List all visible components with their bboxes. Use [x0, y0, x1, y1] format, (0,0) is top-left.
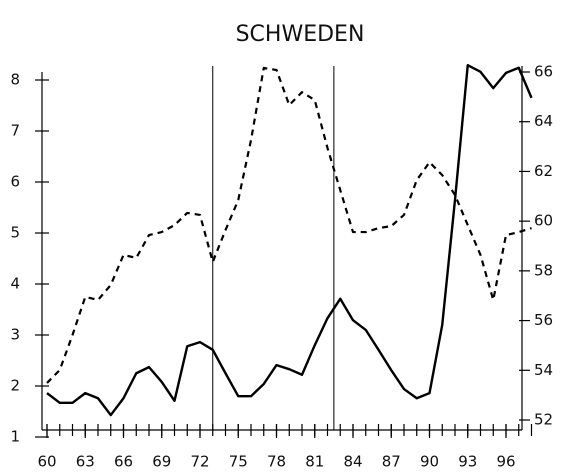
y2-tick-label: 66: [534, 63, 553, 81]
y-tick-label: 3: [10, 326, 20, 344]
y-tick-label: 4: [10, 275, 20, 293]
x-tick-label: 81: [305, 453, 324, 471]
y2-tick-label: 58: [534, 261, 553, 279]
x-tick-label: 96: [496, 453, 515, 471]
x-tick-label: 93: [458, 453, 477, 471]
y2-tick-label: 60: [534, 212, 553, 230]
y-tick-label: 1: [10, 428, 20, 446]
x-tick-label: 69: [152, 453, 171, 471]
x-tick-label: 60: [37, 453, 56, 471]
y2-tick-label: 64: [534, 112, 553, 130]
x-tick-label: 75: [229, 453, 248, 471]
y2-tick-label: 54: [534, 361, 553, 379]
y-tick-label: 2: [10, 377, 20, 395]
data-line: [46, 66, 532, 384]
y-tick-label: 7: [10, 122, 20, 140]
y-tick-label: 6: [10, 173, 20, 191]
x-tick-label: 84: [343, 453, 362, 471]
x-tick-label: 90: [420, 453, 439, 471]
x-tick-label: 72: [190, 453, 209, 471]
y2-tick-label: 56: [534, 311, 553, 329]
x-tick-label: 78: [267, 453, 286, 471]
y-tick-label: 8: [10, 71, 20, 89]
x-tick-label: 87: [382, 453, 401, 471]
chart-title: SCHWEDEN: [236, 22, 365, 47]
x-tick-label: 63: [76, 453, 95, 471]
y2-tick-label: 52: [534, 411, 553, 429]
x-tick-label: 66: [114, 453, 133, 471]
data-line: [46, 64, 533, 417]
y-tick-label: 5: [10, 224, 20, 242]
y2-tick-label: 62: [534, 162, 553, 180]
